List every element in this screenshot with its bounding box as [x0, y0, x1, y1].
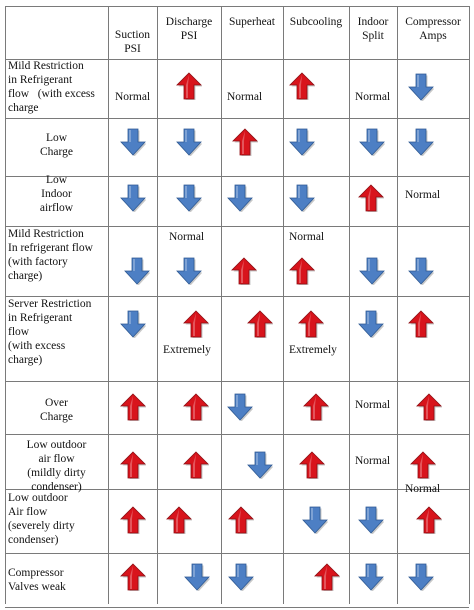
cell-value: Normal: [115, 91, 151, 103]
row-divider: [5, 59, 469, 60]
column-divider: [469, 6, 470, 604]
red-up-arrow-icon: [314, 563, 341, 596]
cell-value: Normal: [405, 483, 441, 495]
red-up-arrow-icon: [166, 506, 193, 539]
red-up-arrow-icon: [289, 72, 316, 105]
red-up-arrow-icon: [120, 563, 147, 596]
cell-value: Normal: [169, 231, 205, 243]
red-up-arrow-icon: [299, 451, 326, 484]
red-up-arrow-icon: [298, 310, 325, 343]
row-divider: [5, 296, 469, 297]
cell-value: Extremely: [289, 344, 337, 356]
blue-down-arrow-icon: [289, 128, 316, 161]
blue-down-arrow-icon: [289, 184, 316, 217]
red-up-arrow-icon: [183, 451, 210, 484]
cell-value: Normal: [289, 231, 325, 243]
row-label: Mild Restriction In refrigerant flow (wi…: [8, 228, 93, 282]
row-divider: [5, 434, 469, 435]
red-up-arrow-icon: [120, 506, 147, 539]
red-up-arrow-icon: [408, 310, 435, 343]
row-divider: [5, 489, 469, 490]
blue-down-arrow-icon: [176, 184, 203, 217]
red-up-arrow-icon: [410, 451, 437, 484]
cell-value: Normal: [355, 91, 391, 103]
row-label: Mild Restriction in Refrigerant flow (wi…: [8, 60, 95, 114]
row-label: Server Restriction in Refrigerant flow (…: [8, 298, 92, 366]
red-up-arrow-icon: [416, 393, 443, 426]
blue-down-arrow-icon: [247, 451, 274, 484]
column-header: Compressor Amps: [405, 16, 461, 42]
blue-down-arrow-icon: [228, 563, 255, 596]
row-label: Low outdoor Air flow (severely dirty con…: [8, 492, 75, 546]
blue-down-arrow-icon: [120, 128, 147, 161]
column-header: Superheat: [229, 16, 275, 28]
row-divider: [5, 226, 469, 227]
blue-down-arrow-icon: [408, 73, 435, 106]
red-up-arrow-icon: [120, 451, 147, 484]
column-divider: [349, 6, 350, 604]
row-divider: [5, 6, 469, 7]
column-divider: [157, 6, 158, 604]
column-header: Suction PSI: [114, 29, 151, 55]
blue-down-arrow-icon: [120, 184, 147, 217]
blue-down-arrow-icon: [359, 128, 386, 161]
blue-down-arrow-icon: [408, 257, 435, 290]
row-label: Low outdoor air flow (mildly dirty conde…: [26, 439, 87, 493]
blue-down-arrow-icon: [302, 506, 329, 539]
red-up-arrow-icon: [183, 310, 210, 343]
row-divider: [5, 553, 469, 554]
column-header: Discharge PSI: [165, 16, 213, 42]
red-up-arrow-icon: [232, 128, 259, 161]
column-divider: [221, 6, 222, 604]
blue-down-arrow-icon: [120, 310, 147, 343]
blue-down-arrow-icon: [176, 257, 203, 290]
row-divider: [5, 381, 469, 382]
row-divider: [5, 176, 469, 177]
column-header: Indoor Split: [357, 16, 389, 42]
red-up-arrow-icon: [228, 506, 255, 539]
red-up-arrow-icon: [231, 257, 258, 290]
red-up-arrow-icon: [416, 506, 443, 539]
blue-down-arrow-icon: [359, 257, 386, 290]
row-label: Low Indoor airflow: [39, 174, 74, 214]
column-divider: [283, 6, 284, 604]
red-up-arrow-icon: [358, 184, 385, 217]
column-divider: [397, 6, 398, 604]
cell-value: Normal: [355, 455, 391, 467]
column-divider: [5, 6, 6, 604]
row-label: Compressor Valves weak: [8, 567, 66, 593]
row-divider: [5, 118, 469, 119]
column-header: Subcooling: [289, 16, 343, 28]
red-up-arrow-icon: [120, 393, 147, 426]
red-up-arrow-icon: [289, 257, 316, 290]
blue-down-arrow-icon: [227, 184, 254, 217]
blue-down-arrow-icon: [184, 563, 211, 596]
blue-down-arrow-icon: [408, 563, 435, 596]
cell-value: Normal: [227, 91, 263, 103]
blue-down-arrow-icon: [227, 393, 254, 426]
cell-value: Extremely: [163, 344, 211, 356]
red-up-arrow-icon: [183, 393, 210, 426]
blue-down-arrow-icon: [358, 563, 385, 596]
row-divider: [5, 607, 469, 608]
row-label: Low Charge: [39, 132, 73, 158]
red-up-arrow-icon: [303, 393, 330, 426]
blue-down-arrow-icon: [176, 128, 203, 161]
blue-down-arrow-icon: [408, 128, 435, 161]
red-up-arrow-icon: [247, 310, 274, 343]
cell-value: Normal: [355, 399, 391, 411]
blue-down-arrow-icon: [358, 310, 385, 343]
row-label: Over Charge: [39, 397, 73, 423]
blue-down-arrow-icon: [358, 506, 385, 539]
column-divider: [108, 6, 109, 604]
red-up-arrow-icon: [176, 72, 203, 105]
blue-down-arrow-icon: [124, 257, 151, 290]
cell-value: Normal: [405, 189, 441, 201]
